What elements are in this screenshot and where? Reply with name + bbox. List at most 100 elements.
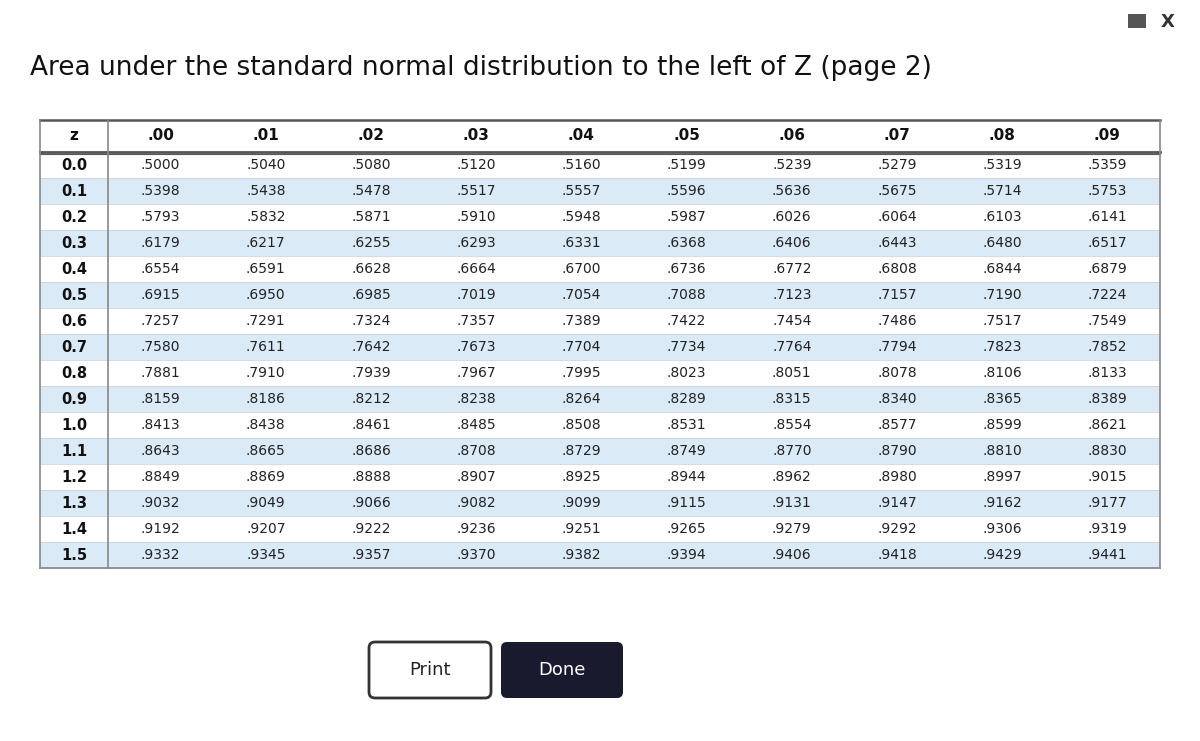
Text: .5948: .5948 <box>562 210 601 224</box>
Text: .8621: .8621 <box>1087 418 1127 432</box>
Text: .6293: .6293 <box>456 236 496 250</box>
Text: .8599: .8599 <box>983 418 1022 432</box>
Text: .9032: .9032 <box>140 496 180 510</box>
Text: .7054: .7054 <box>562 288 601 302</box>
Text: .7291: .7291 <box>246 314 286 328</box>
Text: 0.7: 0.7 <box>61 339 88 354</box>
Text: .5596: .5596 <box>667 184 707 198</box>
Text: .8159: .8159 <box>140 392 180 406</box>
Text: .7852: .7852 <box>1087 340 1127 354</box>
Text: .5832: .5832 <box>246 210 286 224</box>
Text: .6554: .6554 <box>140 262 180 276</box>
Text: .9162: .9162 <box>983 496 1022 510</box>
Text: 1.5: 1.5 <box>61 548 88 562</box>
Text: .8888: .8888 <box>352 470 391 484</box>
Text: .7324: .7324 <box>352 314 391 328</box>
Text: .8365: .8365 <box>983 392 1022 406</box>
Bar <box>40 230 1160 256</box>
Text: .06: .06 <box>779 128 805 144</box>
Text: .6591: .6591 <box>246 262 286 276</box>
Text: .7823: .7823 <box>983 340 1022 354</box>
Text: .9131: .9131 <box>772 496 811 510</box>
Text: .9292: .9292 <box>877 522 917 536</box>
Text: .9099: .9099 <box>562 496 601 510</box>
Bar <box>40 152 1160 178</box>
Text: 1.4: 1.4 <box>61 522 88 536</box>
Text: .9370: .9370 <box>456 548 496 562</box>
Text: .6480: .6480 <box>983 236 1022 250</box>
Text: .7019: .7019 <box>456 288 496 302</box>
Bar <box>1128 14 1146 28</box>
Text: .8238: .8238 <box>456 392 496 406</box>
Text: .8340: .8340 <box>877 392 917 406</box>
Bar <box>40 412 1160 438</box>
Text: .7224: .7224 <box>1087 288 1127 302</box>
Text: .07: .07 <box>883 128 911 144</box>
Text: .5438: .5438 <box>246 184 286 198</box>
Text: 1.3: 1.3 <box>61 496 88 511</box>
Text: .7881: .7881 <box>140 366 180 380</box>
Text: .7486: .7486 <box>877 314 917 328</box>
Text: .7088: .7088 <box>667 288 707 302</box>
Text: .8531: .8531 <box>667 418 707 432</box>
Text: .5753: .5753 <box>1087 184 1127 198</box>
Text: .8461: .8461 <box>352 418 391 432</box>
Text: .8577: .8577 <box>877 418 917 432</box>
Text: X: X <box>1162 13 1175 31</box>
Text: .6950: .6950 <box>246 288 286 302</box>
Text: .6255: .6255 <box>352 236 391 250</box>
Text: Area under the standard normal distribution to the left of Z (page 2): Area under the standard normal distribut… <box>30 55 932 81</box>
Bar <box>40 282 1160 308</box>
Text: 1.2: 1.2 <box>61 470 88 485</box>
Text: .8849: .8849 <box>140 470 180 484</box>
Text: .5675: .5675 <box>877 184 917 198</box>
Text: .05: .05 <box>673 128 700 144</box>
Text: .9394: .9394 <box>667 548 707 562</box>
Text: .8708: .8708 <box>456 444 496 458</box>
Text: .5910: .5910 <box>456 210 496 224</box>
Text: .9265: .9265 <box>667 522 707 536</box>
Text: .5000: .5000 <box>140 158 180 172</box>
Text: 0.3: 0.3 <box>61 236 88 250</box>
Text: .8133: .8133 <box>1087 366 1127 380</box>
Text: .6517: .6517 <box>1087 236 1127 250</box>
Text: 0.6: 0.6 <box>61 313 88 328</box>
Text: .7910: .7910 <box>246 366 286 380</box>
Text: .9192: .9192 <box>140 522 180 536</box>
Text: .5319: .5319 <box>983 158 1022 172</box>
Text: 0.4: 0.4 <box>61 262 88 276</box>
Text: .7611: .7611 <box>246 340 286 354</box>
Text: .8810: .8810 <box>983 444 1022 458</box>
Text: .6368: .6368 <box>667 236 707 250</box>
Text: .7734: .7734 <box>667 340 707 354</box>
Text: .5987: .5987 <box>667 210 707 224</box>
Text: .9357: .9357 <box>352 548 391 562</box>
Bar <box>40 542 1160 568</box>
Text: .7794: .7794 <box>877 340 917 354</box>
Text: .08: .08 <box>989 128 1015 144</box>
Text: .5279: .5279 <box>877 158 917 172</box>
Text: .6736: .6736 <box>667 262 707 276</box>
Text: .9222: .9222 <box>352 522 391 536</box>
Bar <box>40 490 1160 516</box>
Text: .8770: .8770 <box>772 444 811 458</box>
Text: .9345: .9345 <box>246 548 286 562</box>
Text: .6103: .6103 <box>983 210 1022 224</box>
Text: .7123: .7123 <box>772 288 811 302</box>
Text: .8944: .8944 <box>667 470 707 484</box>
Text: .8264: .8264 <box>562 392 601 406</box>
Text: .6406: .6406 <box>772 236 811 250</box>
Text: .6879: .6879 <box>1087 262 1127 276</box>
Text: .9429: .9429 <box>983 548 1022 562</box>
Text: .9115: .9115 <box>667 496 707 510</box>
Text: .6915: .6915 <box>140 288 180 302</box>
Text: .8212: .8212 <box>352 392 391 406</box>
Text: .8729: .8729 <box>562 444 601 458</box>
Text: Done: Done <box>539 661 586 679</box>
Text: .7764: .7764 <box>772 340 811 354</box>
Text: .9306: .9306 <box>983 522 1022 536</box>
Bar <box>40 464 1160 490</box>
Text: .9319: .9319 <box>1087 522 1127 536</box>
Text: .8749: .8749 <box>667 444 707 458</box>
Text: .00: .00 <box>148 128 174 144</box>
